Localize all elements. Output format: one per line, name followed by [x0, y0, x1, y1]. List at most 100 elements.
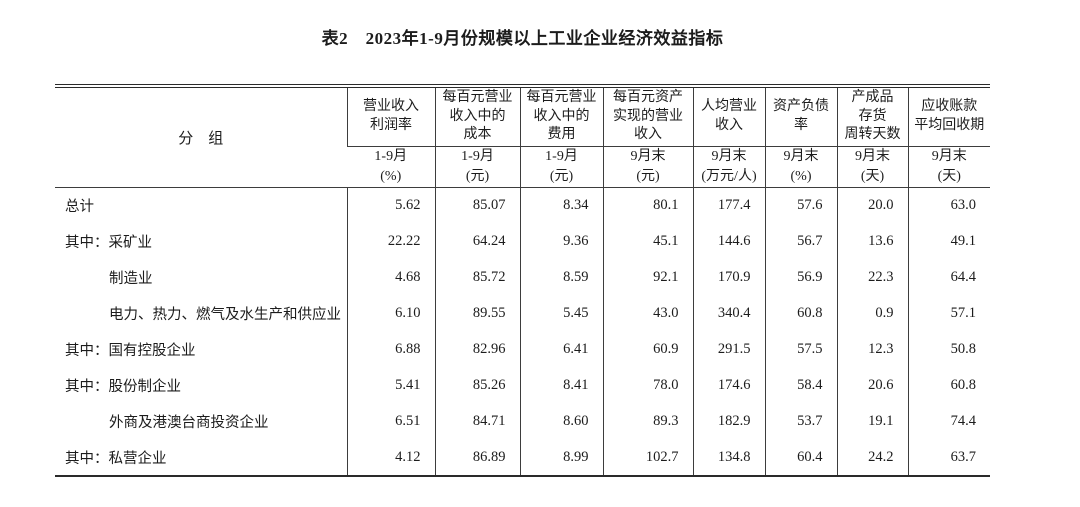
cell-value: 291.5 — [692, 331, 765, 368]
column-subheader-5: 9月末 (%) — [764, 146, 837, 188]
cell-value: 6.88 — [346, 331, 435, 368]
header-row-titles: 分 组营业收入 利润率 每百元营业 收入中的 成本 每百元营业 收入中的 费用 每百元… — [55, 86, 990, 188]
cell-value: 8.59 — [519, 259, 603, 296]
page-title: 表2 2023年1-9月份规模以上工业企业经济效益指标 — [321, 29, 724, 48]
cell-value: 57.1 — [907, 295, 990, 332]
cell-value: 12.3 — [836, 331, 908, 368]
cell-value: 4.68 — [346, 259, 435, 296]
row-label: 其中：私营企业 — [65, 450, 167, 467]
cell-value: 57.6 — [764, 187, 837, 224]
column-header-6: 产成品 存货 周转天数 — [836, 86, 908, 147]
cell-value: 170.9 — [692, 259, 765, 296]
cell-value: 6.51 — [346, 403, 435, 440]
table-row: 外商及港澳台商投资企业 6.51 84.71 8.60 89.3 182.9 53.7 19.… — [55, 403, 990, 440]
row-label: 电力、热力、燃气及水生产和供应业 — [109, 307, 341, 323]
cell-value: 74.4 — [907, 403, 990, 440]
row-label: 其中：股份制企业 — [65, 379, 181, 395]
cell-value: 177.4 — [692, 187, 765, 224]
cell-value: 56.9 — [764, 259, 837, 296]
cell-value: 20.0 — [836, 187, 908, 224]
column-subheader-3: 9月末 (元) — [602, 146, 693, 188]
cell-value: 78.0 — [602, 367, 693, 404]
column-header-4: 人均营业 收入 — [692, 86, 765, 147]
cell-value: 60.9 — [602, 331, 693, 368]
cell-value: 63.7 — [907, 439, 990, 476]
cell-value: 60.8 — [764, 295, 837, 332]
group-column-header: 分 组 — [55, 86, 347, 188]
column-header-3: 每百元资产 实现的营业 收入 — [602, 86, 693, 147]
cell-value: 43.0 — [602, 295, 693, 332]
cell-value: 8.41 — [519, 367, 603, 404]
column-subheader-4: 9月末 (万元/人) — [692, 146, 765, 188]
column-subheader-7: 9月末 (天) — [907, 146, 990, 188]
economic-indicators-table: 分 组营业收入 利润率 每百元营业 收入中的 成本 每百元营业 收入中的 费用 每百元… — [55, 84, 990, 477]
cell-value: 64.24 — [434, 223, 520, 260]
cell-value: 22.3 — [836, 259, 908, 296]
cell-value: 9.36 — [519, 223, 603, 260]
row-label: 其中：采矿业 — [65, 235, 152, 251]
cell-value: 182.9 — [692, 403, 765, 440]
cell-value: 50.8 — [907, 331, 990, 368]
cell-value: 5.62 — [346, 187, 435, 224]
row-label: 其中：国有控股企业 — [65, 343, 196, 359]
cell-value: 4.12 — [346, 439, 435, 476]
table-row: 其中：采矿业 22.22 64.24 9.36 45.1 144.6 56.7 13.6 49.… — [55, 223, 990, 260]
table-row: 电力、热力、燃气及水生产和供应业 6.10 89.55 5.45 43.0 340.4 60… — [55, 295, 990, 332]
column-subheader-0: 1-9月 (%) — [347, 146, 435, 188]
table-row: 制造业 4.68 85.72 8.59 92.1 170.9 56.9 22.3 64.4 — [55, 259, 990, 296]
cell-value: 49.1 — [907, 223, 990, 260]
cell-value: 84.71 — [434, 403, 520, 440]
cell-value: 92.1 — [602, 259, 693, 296]
cell-value: 134.8 — [692, 439, 765, 476]
cell-value: 6.41 — [519, 331, 603, 368]
table-row: 总计 5.62 85.07 8.34 80.1 177.4 57.6 20.0 63.0 — [55, 187, 990, 224]
column-subheader-6: 9月末 (天) — [836, 146, 908, 188]
table-body: 总计 5.62 85.07 8.34 80.1 177.4 57.6 20.0 63.0 其中：采… — [55, 187, 990, 476]
cell-value: 8.34 — [519, 187, 603, 224]
row-label: 外商及港澳台商投资企业 — [109, 415, 269, 431]
cell-value: 19.1 — [836, 403, 908, 440]
cell-value: 86.89 — [434, 439, 520, 476]
cell-value: 8.99 — [519, 439, 603, 476]
cell-value: 8.60 — [519, 403, 603, 440]
row-label: 总计 — [65, 199, 94, 216]
column-header-1: 每百元营业 收入中的 成本 — [434, 86, 520, 147]
column-header-0: 营业收入 利润率 — [346, 86, 435, 147]
cell-value: 0.9 — [836, 295, 908, 332]
table-row: 其中：股份制企业 5.41 85.26 8.41 78.0 174.6 58.4 20.6 60… — [55, 367, 990, 404]
row-label: 制造业 — [109, 271, 153, 287]
header-row-units: 1-9月 (%) 1-9月 (元) 1-9月 (元) 9月末 (元) 9月末 (万元/人… — [55, 146, 990, 188]
table-header: 分 组营业收入 利润率 每百元营业 收入中的 成本 每百元营业 收入中的 费用 每百元… — [55, 86, 990, 188]
table-row: 其中：私营企业 4.12 86.89 8.99 102.7 134.8 60.4 24.2 63… — [55, 439, 990, 476]
cell-value: 89.3 — [602, 403, 693, 440]
cell-value: 340.4 — [692, 295, 765, 332]
column-subheader-2: 1-9月 (元) — [519, 146, 603, 188]
column-header-5: 资产负债 率 — [764, 86, 837, 147]
column-header-7: 应收账款 平均回收期 — [907, 86, 990, 147]
cell-value: 5.45 — [519, 295, 603, 332]
cell-value: 22.22 — [346, 223, 435, 260]
cell-value: 102.7 — [602, 439, 693, 476]
cell-value: 85.26 — [434, 367, 520, 404]
cell-value: 85.07 — [434, 187, 520, 224]
cell-value: 174.6 — [692, 367, 765, 404]
cell-value: 64.4 — [907, 259, 990, 296]
cell-value: 53.7 — [764, 403, 837, 440]
cell-value: 57.5 — [764, 331, 837, 368]
cell-value: 20.6 — [836, 367, 908, 404]
column-subheader-1: 1-9月 (元) — [434, 146, 520, 188]
cell-value: 45.1 — [602, 223, 693, 260]
cell-value: 24.2 — [836, 439, 908, 476]
column-header-2: 每百元营业 收入中的 费用 — [519, 86, 603, 147]
cell-value: 5.41 — [346, 367, 435, 404]
cell-value: 13.6 — [836, 223, 908, 260]
cell-value: 63.0 — [907, 187, 990, 224]
table-row: 其中：国有控股企业 6.88 82.96 6.41 60.9 291.5 57.5 12.3 5… — [55, 331, 990, 368]
cell-value: 144.6 — [692, 223, 765, 260]
cell-value: 60.8 — [907, 367, 990, 404]
cell-value: 89.55 — [434, 295, 520, 332]
cell-value: 56.7 — [764, 223, 837, 260]
cell-value: 58.4 — [764, 367, 837, 404]
cell-value: 60.4 — [764, 439, 837, 476]
cell-value: 80.1 — [602, 187, 693, 224]
